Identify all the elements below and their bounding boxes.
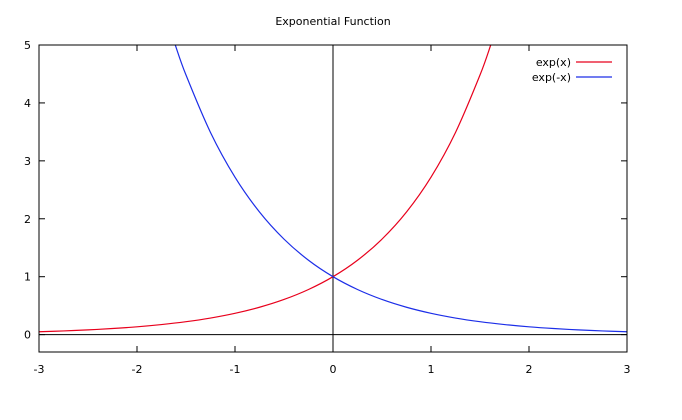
axes: -3 -2 -1 0 1 2 3 0 1 2 3 4 5 bbox=[24, 39, 631, 376]
y-tick-label: 1 bbox=[24, 271, 31, 284]
series-line-exp-x bbox=[39, 45, 492, 333]
y-tick-label: 2 bbox=[24, 213, 31, 226]
x-tick-label: 0 bbox=[330, 363, 337, 376]
legend: exp(x) exp(-x) bbox=[532, 56, 612, 84]
x-tick-label: -2 bbox=[132, 363, 143, 376]
plot-frame bbox=[38, 44, 628, 353]
y-tick-label: 4 bbox=[24, 97, 31, 110]
x-tick-label: -1 bbox=[230, 363, 241, 376]
series-line-exp-neg-x bbox=[174, 45, 627, 333]
x-tick-label: 1 bbox=[428, 363, 435, 376]
legend-label: exp(x) bbox=[536, 56, 571, 69]
legend-label: exp(-x) bbox=[532, 71, 571, 84]
series-layer bbox=[39, 45, 627, 333]
chart-title: Exponential Function bbox=[275, 15, 390, 28]
x-tick-label: -3 bbox=[34, 363, 45, 376]
x-tick-label: 3 bbox=[624, 363, 631, 376]
x-tick-label: 2 bbox=[526, 363, 533, 376]
y-tick-label: 3 bbox=[24, 155, 31, 168]
y-tick-label: 0 bbox=[24, 329, 31, 342]
y-tick-label: 5 bbox=[24, 39, 31, 52]
